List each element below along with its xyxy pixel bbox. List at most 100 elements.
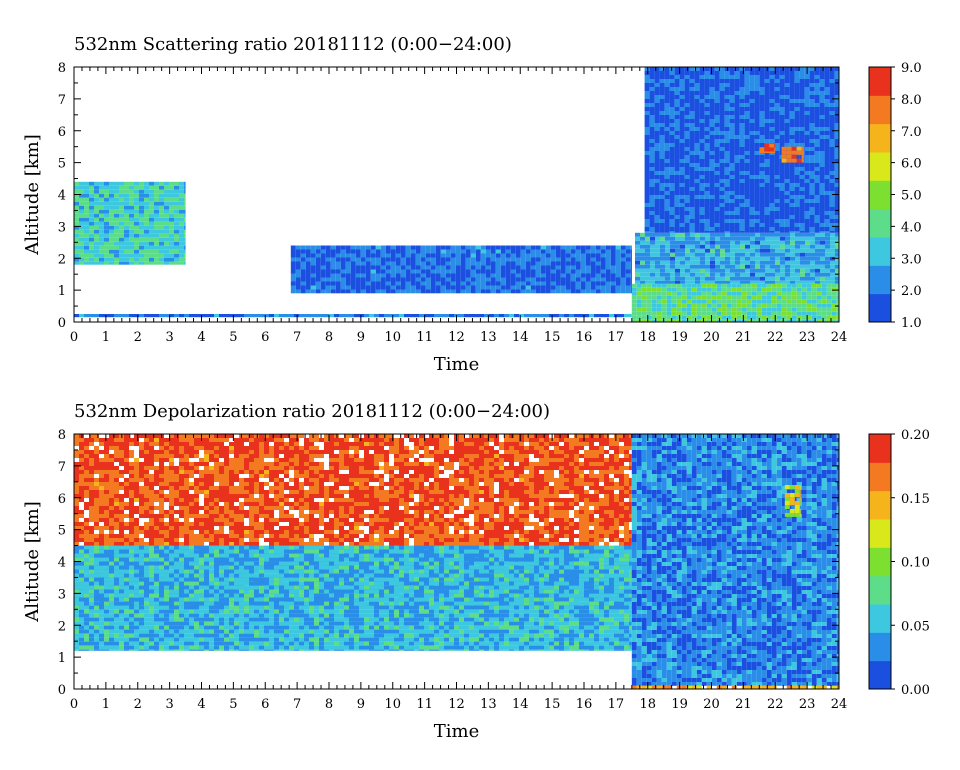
y-tick-label: 4 — [58, 189, 66, 204]
chart-panel-2: 532nm Depolarization ratio 20181112 (0:0… — [22, 401, 930, 742]
y-tick-label: 1 — [58, 284, 66, 299]
data-feature-surface-layer — [74, 314, 632, 318]
colorbar-tick-label: 1.0 — [901, 316, 922, 331]
x-tick-label: 1 — [102, 330, 110, 345]
x-axis: 0 1 2 3 4 5 6 7 8 9 10 11 12 13 14 15 16 17 18 19 20 21 22 23 24 — [70, 434, 847, 712]
colorbar: 0.00 0.05 0.10 0.15 0.20 — [868, 428, 930, 698]
x-tick-label: 17 — [608, 330, 625, 345]
x-axis-label: Time — [434, 721, 479, 742]
y-tick-label: 0 — [58, 316, 66, 331]
x-tick-label: 9 — [357, 330, 365, 345]
colorbar-swatch — [869, 434, 891, 463]
data-feature-boundary-layer — [631, 283, 839, 322]
x-tick-label: 16 — [576, 330, 593, 345]
y-axis: 0 1 2 3 4 5 6 7 8 — [58, 61, 839, 331]
heatmap-area — [74, 67, 839, 322]
colorbar-swatch — [869, 490, 891, 520]
y-tick-label: 7 — [58, 460, 66, 475]
colorbar-swatch — [869, 519, 891, 548]
x-axis-label: Time — [434, 354, 479, 375]
x-tick-label: 3 — [165, 697, 173, 712]
x-tick-label: 19 — [671, 697, 688, 712]
data-feature-lower-noise-boundary — [74, 545, 632, 651]
x-tick-label: 7 — [293, 697, 301, 712]
y-tick-label: 1 — [58, 651, 66, 666]
x-tick-label: 20 — [703, 697, 720, 712]
colorbar-tick-label: 7.0 — [901, 125, 922, 140]
x-tick-label: 10 — [384, 697, 401, 712]
x-axis: 0 1 2 3 4 5 6 7 8 9 10 11 12 13 14 15 16 17 18 19 20 21 22 23 24 — [70, 67, 847, 345]
y-tick-label: 8 — [58, 61, 66, 76]
x-tick-label: 10 — [384, 330, 401, 345]
colorbar-swatch — [869, 660, 891, 690]
y-axis: 0 1 2 3 4 5 6 7 8 — [58, 428, 839, 698]
colorbar-swatch — [869, 293, 891, 323]
x-tick-label: 14 — [512, 330, 529, 345]
x-tick-label: 12 — [448, 697, 465, 712]
y-tick-label: 4 — [58, 556, 66, 571]
x-tick-label: 23 — [799, 330, 816, 345]
x-tick-label: 11 — [416, 330, 433, 345]
chart-title: 532nm Scattering ratio 20181112 (0:00−24… — [74, 34, 512, 55]
colorbar-swatch — [869, 575, 891, 605]
x-tick-label: 6 — [261, 330, 269, 345]
x-tick-label: 17 — [608, 697, 625, 712]
colorbar-tick-label: 8.0 — [901, 93, 922, 108]
y-tick-label: 3 — [58, 587, 66, 602]
x-tick-label: 18 — [639, 697, 656, 712]
colorbar: 1.0 2.0 3.0 4.0 5.0 6.0 7.0 8.0 9.0 — [868, 61, 922, 331]
x-tick-label: 24 — [831, 697, 848, 712]
data-feature-mid-level-layer — [635, 232, 839, 284]
colorbar-swatch — [869, 604, 891, 633]
y-tick-label: 5 — [58, 524, 66, 539]
x-tick-label: 8 — [325, 330, 333, 345]
x-tick-label: 0 — [70, 697, 78, 712]
colorbar-tick-label: 0.20 — [901, 428, 930, 443]
x-tick-label: 14 — [512, 697, 529, 712]
x-tick-label: 5 — [229, 330, 237, 345]
y-tick-label: 3 — [58, 220, 66, 235]
colorbar-tick-label: 5.0 — [901, 189, 922, 204]
y-tick-label: 6 — [58, 125, 66, 140]
x-tick-label: 2 — [134, 330, 142, 345]
y-tick-label: 2 — [58, 252, 66, 267]
x-tick-label: 22 — [767, 330, 784, 345]
x-tick-label: 21 — [735, 330, 752, 345]
x-tick-label: 7 — [293, 330, 301, 345]
x-tick-label: 23 — [799, 697, 816, 712]
data-feature-cloud-at-22-5h — [781, 146, 804, 163]
colorbar-swatch — [869, 67, 891, 96]
colorbar-tick-label: 0.00 — [901, 683, 930, 698]
colorbar-swatch — [869, 95, 891, 125]
x-tick-label: 5 — [229, 697, 237, 712]
y-tick-label: 5 — [58, 157, 66, 172]
x-tick-label: 13 — [480, 697, 497, 712]
data-feature-cloud-at-21-8h — [759, 143, 776, 154]
colorbar-tick-label: 6.0 — [901, 157, 922, 172]
x-tick-label: 0 — [70, 330, 78, 345]
x-tick-label: 8 — [325, 697, 333, 712]
colorbar-tick-label: 0.15 — [901, 492, 930, 507]
x-tick-label: 6 — [261, 697, 269, 712]
y-tick-label: 0 — [58, 683, 66, 698]
x-tick-label: 11 — [416, 697, 433, 712]
x-tick-label: 1 — [102, 697, 110, 712]
colorbar-tick-label: 0.05 — [901, 619, 930, 634]
colorbar-tick-label: 3.0 — [901, 252, 922, 267]
x-tick-label: 19 — [671, 330, 688, 345]
x-tick-label: 16 — [576, 697, 593, 712]
colorbar-swatch — [869, 208, 891, 238]
x-tick-label: 13 — [480, 330, 497, 345]
x-tick-label: 15 — [544, 330, 561, 345]
y-tick-label: 2 — [58, 619, 66, 634]
y-axis-label: Altitude [km] — [22, 501, 43, 623]
x-tick-label: 21 — [735, 697, 752, 712]
x-tick-label: 15 — [544, 697, 561, 712]
colorbar-swatch — [869, 265, 891, 295]
x-tick-label: 18 — [639, 330, 656, 345]
colorbar-swatch — [869, 547, 891, 577]
data-feature-upper-background — [644, 67, 839, 233]
x-tick-label: 9 — [357, 697, 365, 712]
x-tick-label: 24 — [831, 330, 848, 345]
